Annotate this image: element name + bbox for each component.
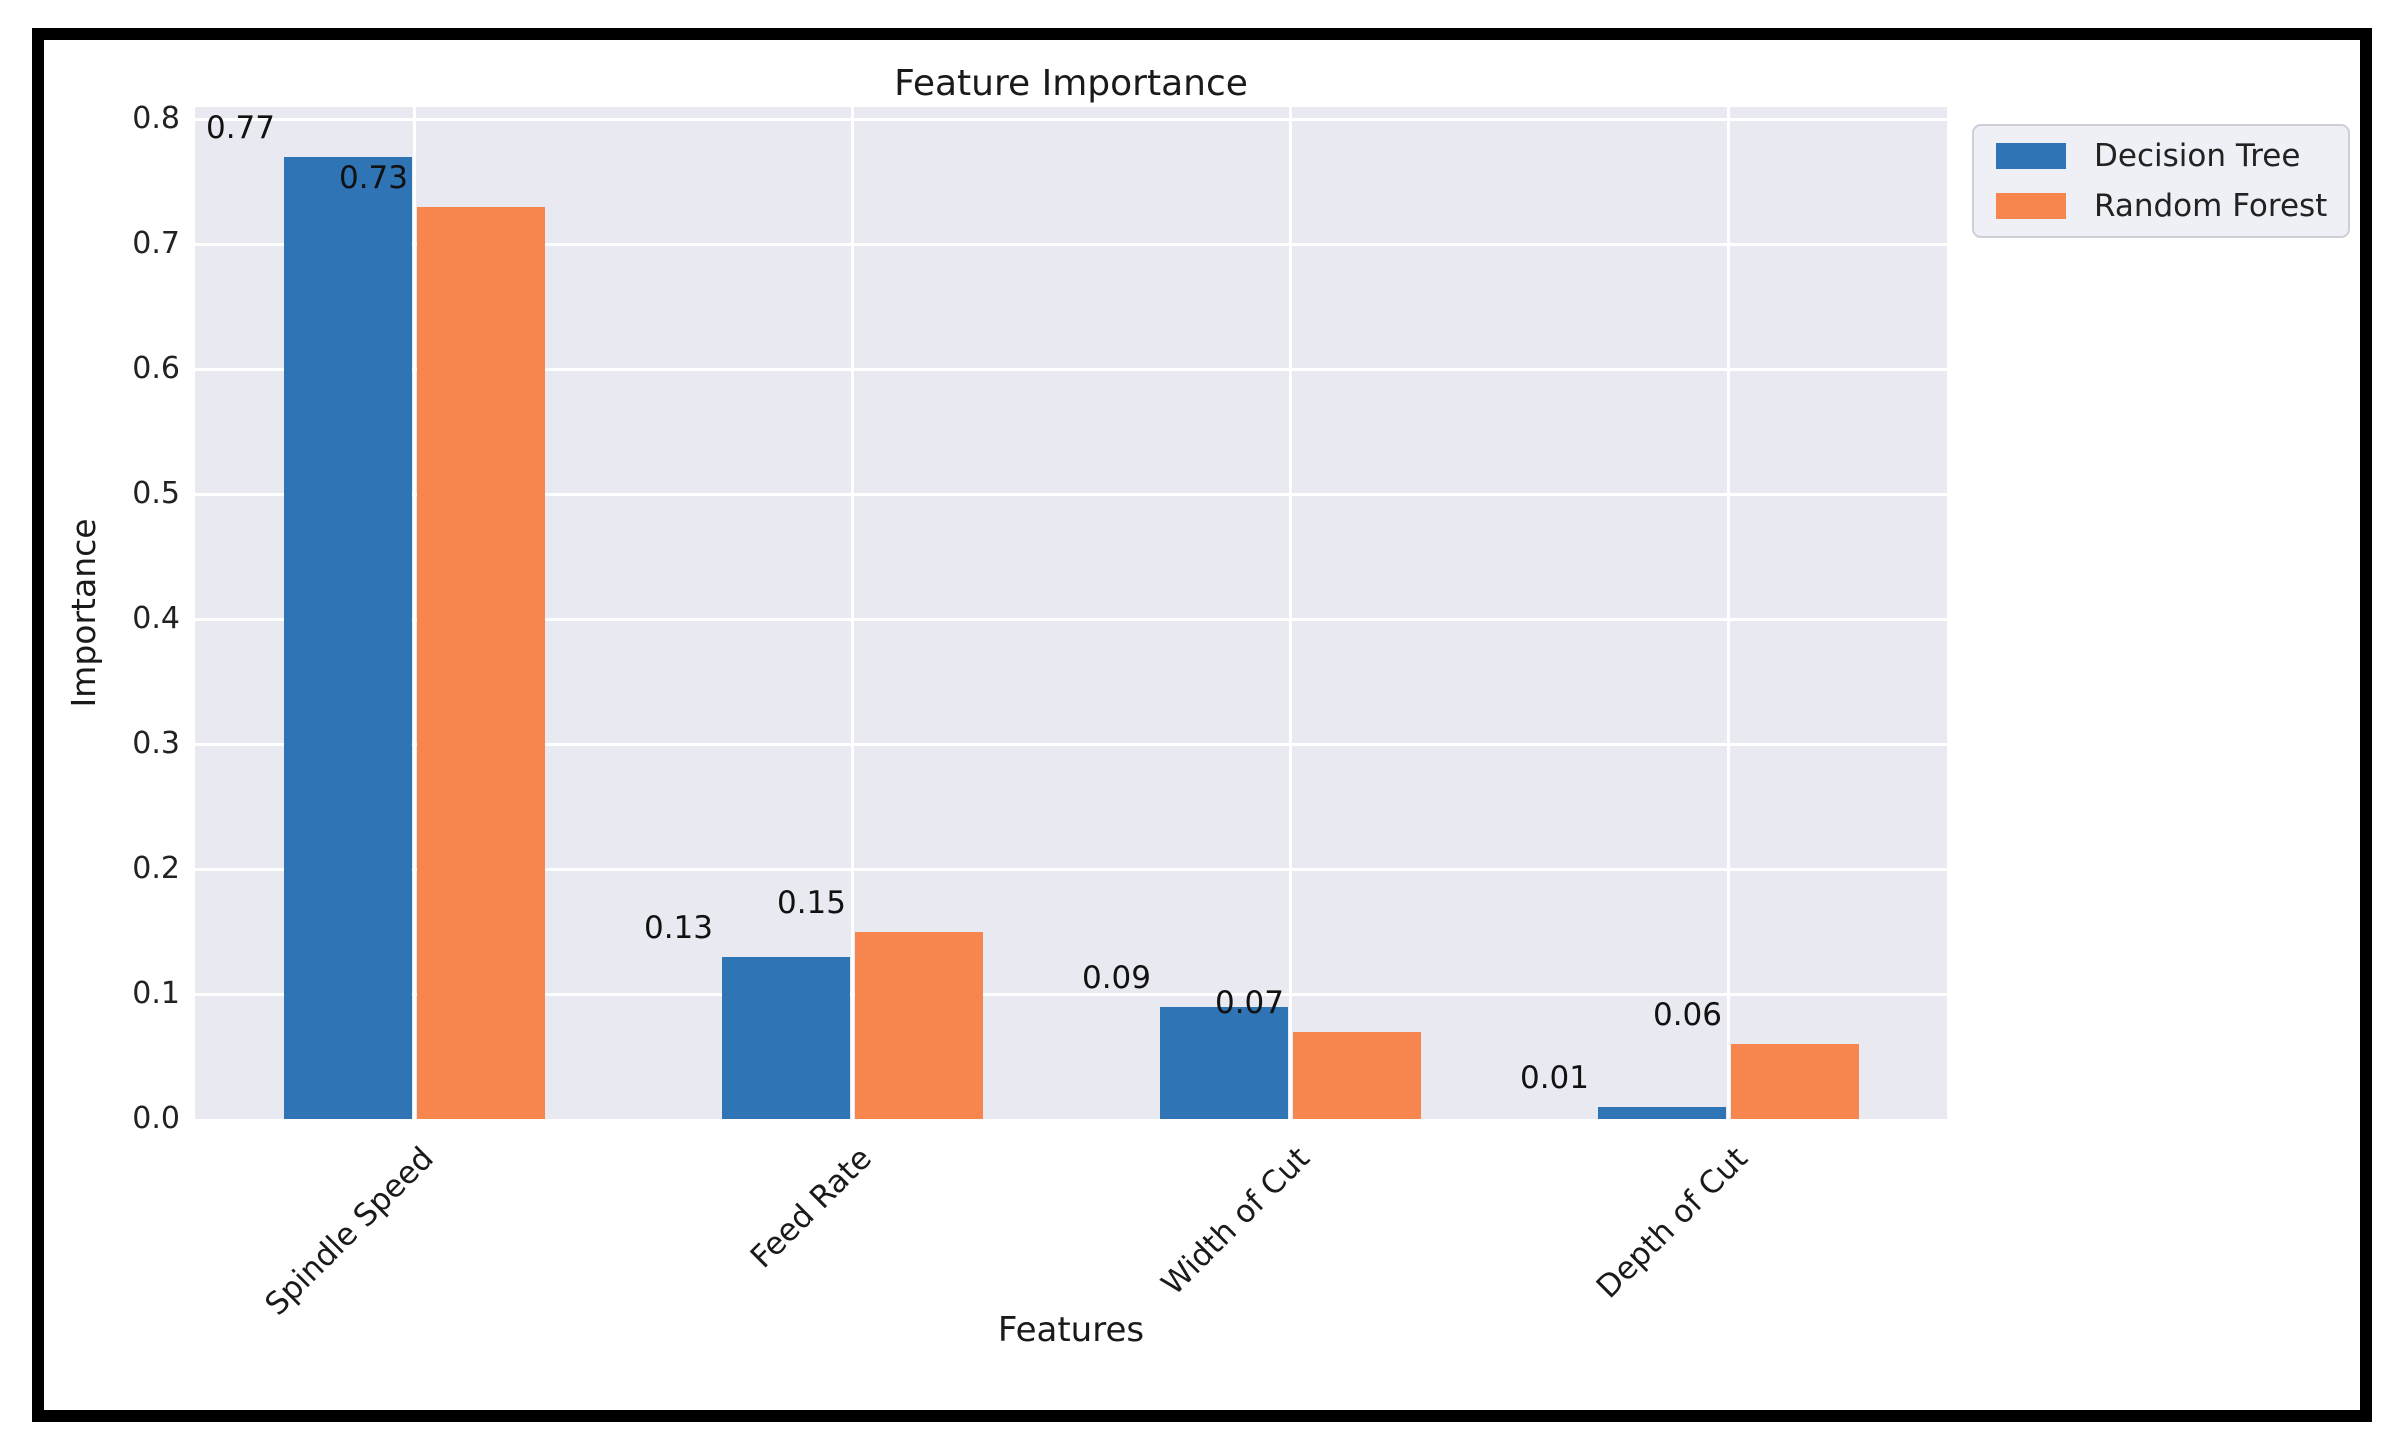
chart-title: Feature Importance	[894, 63, 1248, 104]
figure-frame: Feature Importance Importance Features D…	[32, 28, 2372, 1422]
gridline-vertical	[412, 107, 416, 1119]
bar-value-label: 0.09	[1081, 960, 1152, 996]
y-tick-label: 0.6	[132, 351, 180, 387]
gridline-horizontal	[195, 367, 1947, 371]
gridline-horizontal	[195, 742, 1947, 746]
y-tick-label: 0.8	[132, 101, 180, 137]
bar-value-label: 0.77	[205, 110, 276, 146]
gridline-horizontal	[195, 867, 1947, 871]
legend-swatch-decision-tree	[1996, 143, 2066, 169]
x-tick-label: Feed Rate	[743, 1140, 879, 1276]
x-tick-label: Spindle Speed	[258, 1140, 441, 1323]
y-tick-label: 0.4	[132, 601, 180, 637]
bar-random-forest-depth-of-cut	[1730, 1044, 1859, 1119]
legend-entry: Decision Tree	[1974, 138, 2348, 174]
bar-decision-tree-feed-rate	[721, 957, 850, 1119]
y-tick-label: 0.2	[132, 851, 180, 887]
y-tick-label: 0.7	[132, 226, 180, 262]
gridline-horizontal	[195, 992, 1947, 996]
bar-value-label: 0.07	[1214, 985, 1285, 1021]
gridline-vertical	[1726, 107, 1730, 1119]
gridline-horizontal	[195, 117, 1947, 121]
y-tick-label: 0.5	[132, 476, 180, 512]
gridline-horizontal	[195, 617, 1947, 621]
bar-random-forest-feed-rate	[854, 932, 983, 1119]
bar-value-label: 0.01	[1519, 1060, 1590, 1096]
gridline-horizontal	[195, 492, 1947, 496]
bar-decision-tree-depth-of-cut	[1597, 1107, 1726, 1119]
bar-value-label: 0.06	[1652, 997, 1723, 1033]
y-tick-label: 0.1	[132, 976, 180, 1012]
bar-random-forest-spindle-speed	[416, 207, 545, 1119]
plot-area	[195, 107, 1947, 1119]
gridline-vertical	[850, 107, 854, 1119]
bar-decision-tree-width-of-cut	[1159, 1007, 1288, 1119]
y-tick-label: 0.0	[132, 1101, 180, 1136]
legend-label: Decision Tree	[2094, 138, 2301, 174]
gridline-horizontal	[195, 242, 1947, 246]
legend-entry: Random Forest	[1974, 188, 2348, 224]
bar-value-label: 0.13	[643, 910, 714, 946]
x-axis-label: Features	[997, 1310, 1145, 1350]
x-tick-label: Width of Cut	[1154, 1140, 1317, 1303]
y-tick-label: 0.3	[132, 726, 180, 762]
legend-swatch-random-forest	[1996, 193, 2066, 219]
bar-value-label: 0.73	[338, 160, 409, 196]
legend: Decision Tree Random Forest	[1972, 124, 2350, 238]
gridline-vertical	[1288, 107, 1292, 1119]
bar-value-label: 0.15	[776, 885, 847, 921]
bar-decision-tree-spindle-speed	[283, 157, 412, 1119]
x-tick-label: Depth of Cut	[1589, 1140, 1755, 1306]
bar-random-forest-width-of-cut	[1292, 1032, 1421, 1119]
legend-label: Random Forest	[2094, 188, 2328, 224]
